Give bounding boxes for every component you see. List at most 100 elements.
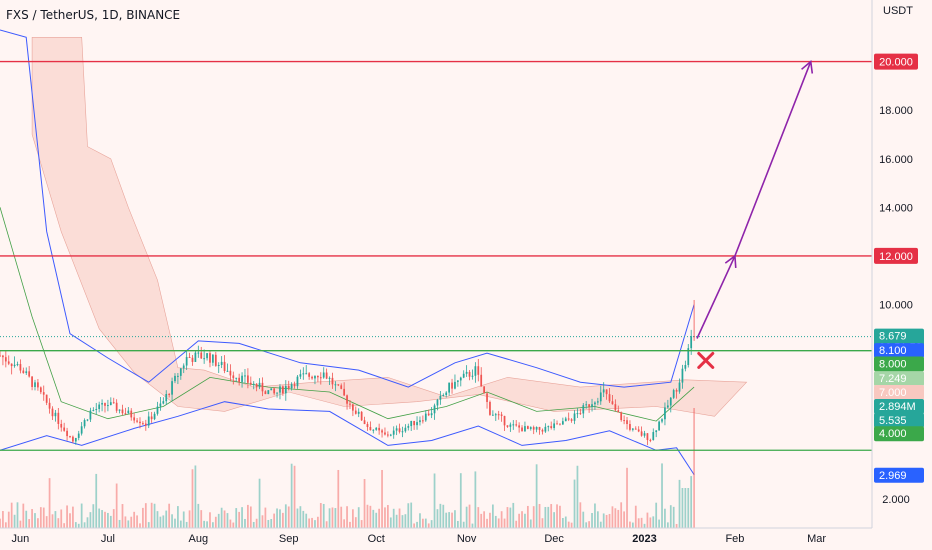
candle-body [524,426,526,432]
candle [142,421,144,425]
candle [378,423,381,435]
candle-body [664,407,666,420]
candle [107,399,109,412]
candle-body [559,423,561,425]
volume-bar [282,512,284,528]
candle-body [596,401,599,403]
candle-body [349,403,351,405]
candle-body [244,375,246,377]
candle [4,350,7,368]
candle [547,425,550,432]
volume-bar [439,503,442,528]
candle [328,376,331,385]
candle-body [165,394,168,402]
candle [666,399,669,409]
candle-body [529,427,532,429]
candle-body [16,364,19,366]
candle-body [515,424,518,426]
candle [249,376,252,386]
candle-body [209,353,211,363]
candle-body [185,356,188,366]
volume-bar [168,503,171,528]
volume-bar [518,513,520,528]
candle [605,389,608,400]
volume-bar [261,515,264,528]
y-tick-label: 10.000 [879,300,913,312]
volume-bar [526,505,529,528]
candle [506,425,509,428]
candle [509,422,512,432]
volume-bar [366,504,369,528]
candle [422,415,424,424]
candle-body [357,411,360,414]
price-badge: 8.100 [874,343,924,359]
candle [171,377,173,402]
candle-body [693,336,695,338]
candle-body [608,394,611,402]
candle-body [57,412,60,424]
price-badge: 7.249 [874,371,924,387]
volume-bar [273,513,276,528]
candle [629,420,631,432]
candle [340,383,343,390]
price-badge-label: 4.000 [879,428,907,440]
candle [588,403,590,413]
volume-bar [582,511,585,528]
volume-bar [576,465,579,528]
candle [433,403,436,420]
candle [270,388,273,391]
volume-bar [614,508,617,528]
volume-bar [299,506,302,528]
volume-bar [328,508,331,528]
volume-bar [241,507,243,528]
candle [594,401,596,410]
candle-body [124,413,127,415]
candle [521,425,523,432]
candle [559,423,561,426]
candle-body [328,377,331,379]
volume-bar [357,507,360,528]
candle-body [687,348,690,366]
candle [264,390,267,395]
candle-body [658,421,660,431]
volume-bar [395,514,398,528]
volume-bar [247,504,249,528]
volume-bar [264,507,267,528]
y-tick-label: 16.000 [879,154,913,166]
candle-body [311,376,313,379]
candle-body [133,417,136,421]
volume-bar [66,505,68,528]
candle [395,425,398,436]
volume-bar [631,522,634,528]
candle [319,372,322,385]
volume-bar [559,505,561,528]
volume-bar [675,523,678,528]
y-tick-label: 14.000 [879,202,913,214]
candle-body [407,426,410,428]
candle-body [352,404,354,411]
candle [649,438,652,443]
candle [331,372,334,389]
volume-bar [267,519,270,528]
volume-bar [661,463,663,528]
candle-body [255,383,258,388]
candle-body [232,375,235,379]
volume-bar [459,473,462,528]
volume-bar [465,506,468,528]
candle-body [337,384,340,386]
candle-body [614,404,617,411]
volume-bar [468,504,471,528]
candle [296,374,299,389]
candle-body [544,426,547,432]
candle-body [474,366,477,376]
volume-bar [497,518,500,528]
candle [86,419,89,422]
candle [121,404,124,416]
price-badge: 2.894M [874,399,924,415]
volume-bar [270,519,273,528]
candle [162,397,165,405]
candle-body [666,405,669,408]
volume-bar [57,518,60,528]
candle-body [617,410,620,413]
